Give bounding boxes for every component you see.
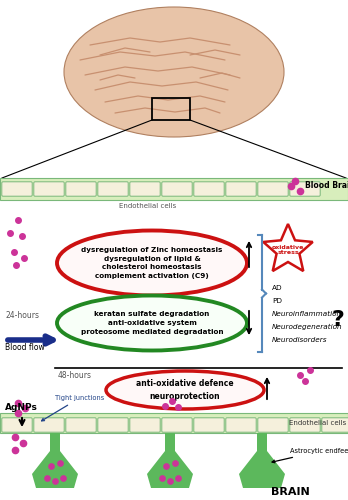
FancyBboxPatch shape [98,182,128,196]
Text: ?: ? [332,310,345,330]
FancyBboxPatch shape [66,418,96,432]
FancyBboxPatch shape [2,418,32,432]
Text: 24-hours: 24-hours [5,310,39,320]
FancyBboxPatch shape [322,418,348,432]
Text: Neurodisorders: Neurodisorders [272,337,327,343]
Text: Neurodegeneration: Neurodegeneration [272,324,343,330]
Text: Astrocytic endfeet: Astrocytic endfeet [272,448,348,463]
Text: Blood flow: Blood flow [5,343,45,352]
Text: oxidative
stress: oxidative stress [272,244,304,256]
Bar [50,433,60,488]
Text: Neuroinflammation: Neuroinflammation [272,311,342,317]
FancyBboxPatch shape [258,418,288,432]
Bar [0,178,348,200]
FancyBboxPatch shape [258,182,288,196]
FancyBboxPatch shape [34,418,64,432]
Polygon shape [32,433,78,488]
Text: Tight junctions: Tight junctions [41,395,104,421]
Polygon shape [239,433,285,488]
Text: Blood Brain Barrier: Blood Brain Barrier [305,182,348,190]
FancyBboxPatch shape [194,182,224,196]
FancyBboxPatch shape [162,182,192,196]
FancyBboxPatch shape [34,182,64,196]
Polygon shape [147,433,193,488]
Text: AD: AD [272,285,283,291]
Text: PD: PD [272,298,282,304]
FancyBboxPatch shape [226,182,256,196]
FancyBboxPatch shape [130,182,160,196]
Bar [257,433,267,488]
Text: Endothelial cells: Endothelial cells [289,420,346,426]
Polygon shape [263,224,313,271]
Text: anti-oxidative defence
neuroprotection: anti-oxidative defence neuroprotection [136,379,234,401]
Text: keratan sulfate degradation
anti-oxidative system
proteosome mediated degradatio: keratan sulfate degradation anti-oxidati… [81,311,223,335]
Text: dysregulation of Zinc homeostasis
dysregulation of lipid &
cholesterol homeostas: dysregulation of Zinc homeostasis dysreg… [81,247,223,279]
Bar [0,413,348,433]
FancyBboxPatch shape [66,182,96,196]
FancyBboxPatch shape [290,418,320,432]
FancyBboxPatch shape [2,182,32,196]
Ellipse shape [57,230,247,296]
FancyBboxPatch shape [290,182,320,196]
Bar [152,98,190,120]
Ellipse shape [64,7,284,137]
FancyBboxPatch shape [98,418,128,432]
FancyBboxPatch shape [194,418,224,432]
FancyBboxPatch shape [226,418,256,432]
FancyBboxPatch shape [130,418,160,432]
Bar [165,433,175,488]
Text: AgNPs: AgNPs [5,404,38,412]
Ellipse shape [106,371,264,409]
Text: 48-hours: 48-hours [58,370,92,380]
FancyBboxPatch shape [162,418,192,432]
Ellipse shape [57,296,247,350]
Text: BRAIN: BRAIN [271,487,309,497]
Text: Endothelial cells: Endothelial cells [119,203,177,209]
